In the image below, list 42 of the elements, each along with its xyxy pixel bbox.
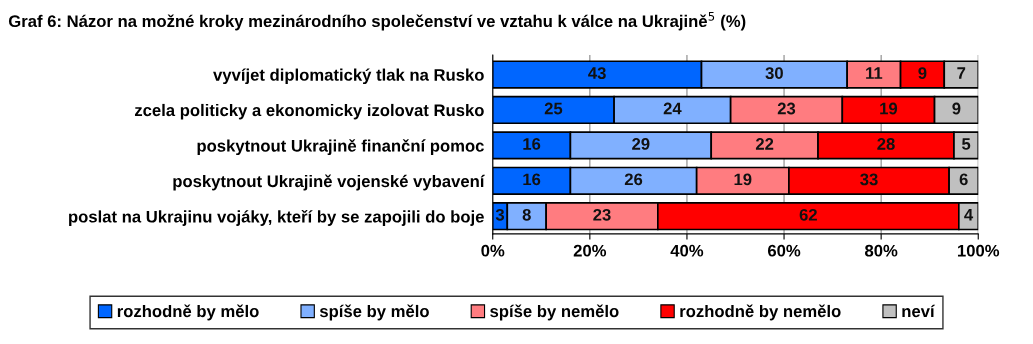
- y-tick-label: poskytnout Ukrajině finanční pomoc: [197, 139, 484, 156]
- data-label: 23: [777, 102, 796, 115]
- data-label: 11: [866, 67, 883, 79]
- y-tick-label: poslat na Ukrajinu vojáky, kteří by se zapojili do boje: [69, 209, 484, 226]
- legend-label: spíše by nemělo: [490, 304, 619, 321]
- data-label: 4: [964, 209, 974, 221]
- legend-label: spíše by mělo: [319, 304, 429, 321]
- data-label: 33: [860, 173, 878, 186]
- x-tick-label: 20%: [573, 244, 607, 257]
- x-tick-label: 100%: [957, 244, 1000, 257]
- data-label: 7: [957, 67, 966, 79]
- data-label: 30: [765, 67, 783, 80]
- data-label: 8: [522, 208, 531, 221]
- data-label: 62: [799, 208, 817, 221]
- data-label: 19: [880, 102, 898, 115]
- data-label: 3: [495, 208, 505, 221]
- data-label: 29: [632, 138, 650, 150]
- data-label: 5: [961, 138, 971, 150]
- data-label: 19: [734, 173, 752, 186]
- x-tick-label: 80%: [865, 244, 898, 257]
- data-label: 16: [523, 138, 541, 150]
- data-label: 25: [544, 102, 563, 115]
- data-label: 16: [523, 173, 541, 186]
- y-tick-label: poskytnout Ukrajině vojenské vybavení: [173, 174, 485, 191]
- legend-label: rozhodně by nemělo: [680, 304, 841, 321]
- data-label: 43: [588, 67, 606, 80]
- data-label: 6: [959, 173, 968, 186]
- legend-label: neví: [902, 304, 936, 318]
- data-label: 26: [624, 173, 643, 186]
- data-label: 28: [877, 138, 895, 150]
- x-tick-label: 60%: [767, 244, 801, 257]
- data-label: 23: [593, 208, 611, 221]
- x-tick-label: 0%: [481, 244, 505, 257]
- data-label: 9: [952, 102, 961, 115]
- chart-title: Graf 6: Názor na možné kroky mezinárodního společenství ve vztahu k válce na Ukrajině$^{5}$ (%): [8, 12, 746, 31]
- data-label: 22: [755, 138, 774, 150]
- data-label: 24: [663, 102, 682, 115]
- y-tick-label: vyvíjet diplomatický tlak na Rusko: [213, 68, 484, 85]
- data-label: 9: [918, 67, 927, 79]
- y-tick-label: zcela politicky a ekonomicky izolovat Rusko: [134, 103, 484, 120]
- legend-label: rozhodně by mělo: [117, 304, 259, 321]
- x-tick-label: 40%: [670, 244, 704, 257]
